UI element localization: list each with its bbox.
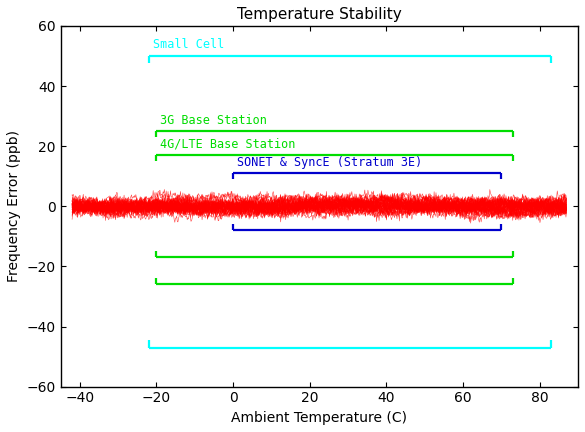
Text: 4G/LTE Base Station: 4G/LTE Base Station [160, 138, 295, 151]
Y-axis label: Frequency Error (ppb): Frequency Error (ppb) [7, 130, 21, 282]
Text: Small Cell: Small Cell [153, 38, 224, 51]
Text: SONET & SyncE (Stratum 3E): SONET & SyncE (Stratum 3E) [237, 156, 422, 168]
X-axis label: Ambient Temperature (C): Ambient Temperature (C) [231, 411, 407, 425]
Text: 3G Base Station: 3G Base Station [160, 114, 267, 127]
Title: Temperature Stability: Temperature Stability [237, 7, 402, 22]
